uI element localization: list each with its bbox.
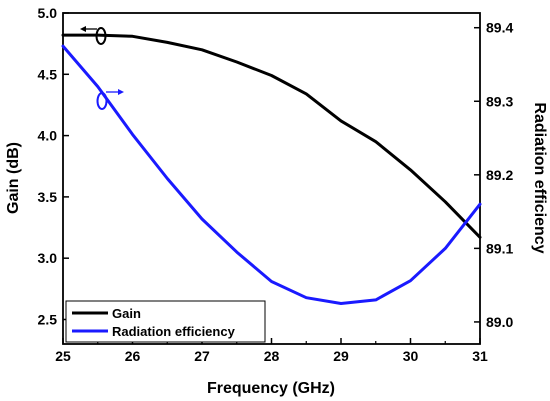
y-axis-right: 89.0 89.1 89.2 89.3 89.4: [474, 20, 513, 330]
y-left-tick-label: 4.0: [38, 128, 58, 144]
x-axis: 25 26 27 28 29 30 31: [55, 338, 488, 364]
y-axis-left: 2.5 3.0 3.5 4.0 4.5 5.0: [38, 5, 69, 327]
x-tick-label: 26: [125, 348, 141, 364]
y-left-tick-label: 2.5: [38, 311, 58, 327]
ellipse-marker-icon: [95, 27, 107, 45]
x-tick-label: 30: [403, 348, 419, 364]
series-line-gain: [61, 33, 482, 239]
efficiency-axis-marker: [96, 89, 124, 110]
y-left-tick-label: 3.5: [38, 189, 58, 205]
y-left-tick-label: 5.0: [38, 5, 58, 21]
right-arrow-icon: [118, 89, 124, 95]
x-tick-label: 27: [194, 348, 210, 364]
y-axis-right-title: Radiation efficiency: [531, 102, 548, 253]
legend: Gain Radiation efficiency: [65, 300, 266, 343]
left-arrow-icon: [80, 26, 86, 32]
y-right-tick-label: 89.3: [486, 93, 513, 109]
gain-axis-marker: [80, 26, 107, 45]
x-tick-label: 28: [264, 348, 280, 364]
x-axis-title: Frequency (GHz): [207, 380, 335, 397]
y-right-tick-label: 89.0: [486, 314, 513, 330]
series-line-radiation-efficiency: [61, 44, 482, 305]
series-layer: [61, 33, 482, 305]
x-tick-label: 31: [472, 348, 488, 364]
x-tick-label: 29: [333, 348, 349, 364]
y-right-tick-label: 89.1: [486, 240, 513, 256]
y-right-tick-label: 89.4: [486, 20, 513, 36]
legend-label-gain: Gain: [112, 306, 141, 321]
y-left-tick-label: 3.0: [38, 250, 58, 266]
y-right-tick-label: 89.2: [486, 167, 513, 183]
legend-label-efficiency: Radiation efficiency: [112, 324, 236, 339]
legend-box: [65, 300, 266, 343]
y-left-tick-label: 4.5: [38, 66, 58, 82]
ellipse-marker-icon: [96, 92, 108, 110]
x-tick-label: 25: [55, 348, 71, 364]
y-axis-left-title: Gain (dB): [5, 142, 22, 214]
plot-area: [62, 12, 481, 345]
